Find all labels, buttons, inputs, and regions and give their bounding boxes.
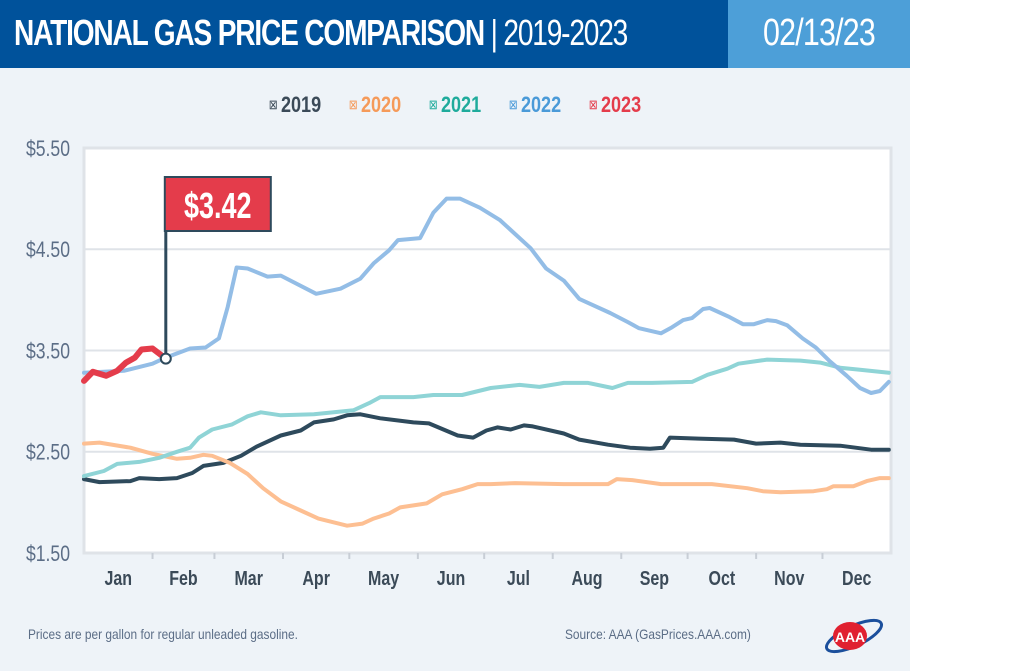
title-main: NATIONAL GAS PRICE COMPARISON bbox=[14, 12, 485, 53]
legend-item-2023: ⊠ 2023 bbox=[589, 92, 641, 118]
chart-legend: ⊠ 2019 ⊠ 2020 ⊠ 2021 ⊠ 2022 ⊠ 2023 bbox=[0, 92, 910, 118]
x-tick-label: Aug bbox=[571, 567, 602, 589]
date-label: 02/13/23 bbox=[763, 12, 876, 54]
series-line-2020 bbox=[82, 440, 891, 528]
source-credit: Source: AAA (GasPrices.AAA.com) bbox=[565, 626, 751, 642]
x-tick-label: Dec bbox=[842, 567, 871, 589]
price-flag-label: $3.42 bbox=[184, 185, 252, 226]
aaa-logo: AAA bbox=[824, 618, 884, 654]
x-tick-label: Jul bbox=[507, 567, 530, 589]
y-tick-label: $3.50 bbox=[26, 340, 70, 364]
x-tick-label: Nov bbox=[774, 567, 804, 589]
legend-marker-icon: ⊠ bbox=[588, 97, 598, 112]
legend-item-2021: ⊠ 2021 bbox=[429, 92, 481, 118]
y-tick-label: $1.50 bbox=[26, 542, 70, 566]
x-tick-label: Jan bbox=[104, 567, 132, 589]
legend-item-2022: ⊠ 2022 bbox=[509, 92, 561, 118]
legend-item-2020: ⊠ 2020 bbox=[349, 92, 401, 118]
series-line-2023 bbox=[81, 345, 169, 384]
x-tick-label: Oct bbox=[709, 567, 736, 589]
y-tick-label: $5.50 bbox=[26, 137, 70, 161]
x-tick-label: Apr bbox=[302, 567, 330, 589]
svg-text:AAA: AAA bbox=[835, 629, 865, 645]
legend-marker-icon: ⊠ bbox=[348, 97, 358, 112]
x-tick-label: Mar bbox=[234, 567, 262, 589]
footnote: Prices are per gallon for regular unlead… bbox=[28, 626, 298, 642]
current-price-marker bbox=[159, 352, 172, 365]
series-line-2022 bbox=[82, 196, 891, 395]
x-tick-label: May bbox=[368, 567, 399, 589]
legend-marker-icon: ⊠ bbox=[269, 97, 279, 112]
page-title: NATIONAL GAS PRICE COMPARISON | 2019-202… bbox=[14, 12, 629, 54]
title-years: | 2019-2023 bbox=[490, 12, 629, 53]
y-tick-label: $2.50 bbox=[26, 441, 70, 465]
legend-label: 2020 bbox=[361, 92, 402, 117]
legend-item-2019: ⊠ 2019 bbox=[269, 92, 321, 118]
legend-marker-icon: ⊠ bbox=[508, 97, 518, 112]
legend-label: 2019 bbox=[281, 92, 322, 117]
x-tick-label: Sep bbox=[640, 567, 669, 589]
legend-label: 2022 bbox=[520, 92, 562, 117]
series-line-2019 bbox=[82, 412, 891, 485]
series-line-2021 bbox=[82, 357, 891, 479]
title-bar: NATIONAL GAS PRICE COMPARISON | 2019-202… bbox=[0, 0, 728, 68]
date-box: 02/13/23 bbox=[728, 0, 910, 68]
legend-marker-icon: ⊠ bbox=[428, 97, 438, 112]
legend-label: 2023 bbox=[600, 92, 641, 117]
x-tick-label: Feb bbox=[169, 567, 197, 589]
price-flag bbox=[163, 176, 272, 232]
y-tick-label: $4.50 bbox=[26, 238, 70, 262]
x-tick-label: Jun bbox=[437, 567, 465, 589]
legend-label: 2021 bbox=[441, 92, 482, 117]
